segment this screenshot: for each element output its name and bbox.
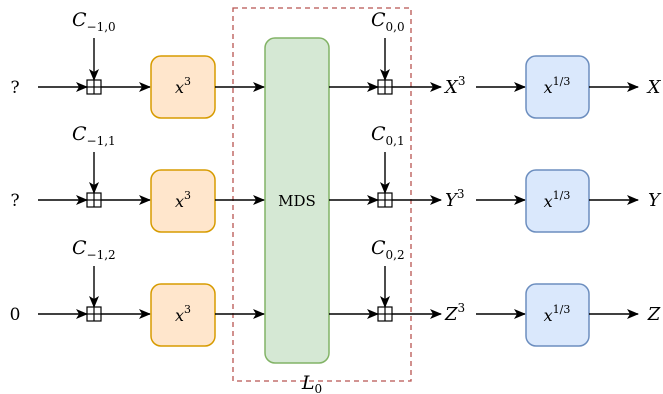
row-0-out-const-label: C0,0	[371, 9, 405, 34]
row-1-input: ?	[10, 191, 19, 211]
row-2: 0 C−1,2 x3 C0,2 Z3 x1/3 Z	[10, 237, 661, 347]
row-1-out-const-label: C0,1	[371, 123, 405, 148]
row-0-inv-label: x1/3	[544, 75, 571, 97]
row-1-inv-label: x1/3	[544, 189, 571, 211]
row-0-mid-var: X3	[443, 74, 465, 98]
row-1-output: Y	[648, 190, 662, 211]
row-2-out-xor-node	[377, 306, 393, 322]
row-1: ? C−1,1 x3 C0,1 Y3 x1/3 Y	[10, 123, 662, 233]
row-0-input: ?	[10, 78, 19, 98]
mds-label: MDS	[278, 192, 316, 210]
layer-box	[232, 7, 412, 382]
row-0: ? C−1,0 x3 C0,0 X3 x1/3 X	[10, 9, 662, 119]
row-2-mid-var: Z3	[444, 301, 465, 325]
row-2-output: Z	[647, 304, 661, 325]
row-0-const-label: C−1,0	[72, 9, 116, 34]
row-2-input: 0	[10, 305, 21, 325]
row-0-sbox-label: x3	[175, 75, 191, 97]
row-1-const-label: C−1,1	[72, 123, 116, 148]
row-1-sbox	[150, 169, 216, 233]
layer-label: L0	[301, 372, 322, 394]
row-1-mid-var: Y3	[445, 187, 465, 211]
row-2-xor-node	[86, 306, 102, 322]
row-1-out-xor-node	[377, 192, 393, 208]
row-0-xor-node	[86, 79, 102, 95]
row-2-out-const-label: C0,2	[371, 237, 405, 262]
row-1-xor-node	[86, 192, 102, 208]
row-2-sbox	[150, 283, 216, 347]
row-1-sbox-label: x3	[175, 189, 191, 211]
row-2-sbox-label: x3	[175, 303, 191, 325]
row-2-const-label: C−1,2	[72, 237, 116, 262]
row-0-out-xor-node	[377, 79, 393, 95]
row-2-inv-sbox	[525, 283, 590, 347]
row-1-inv-sbox	[525, 169, 590, 233]
row-0-output: X	[646, 77, 662, 98]
row-2-inv-label: x1/3	[544, 303, 571, 325]
